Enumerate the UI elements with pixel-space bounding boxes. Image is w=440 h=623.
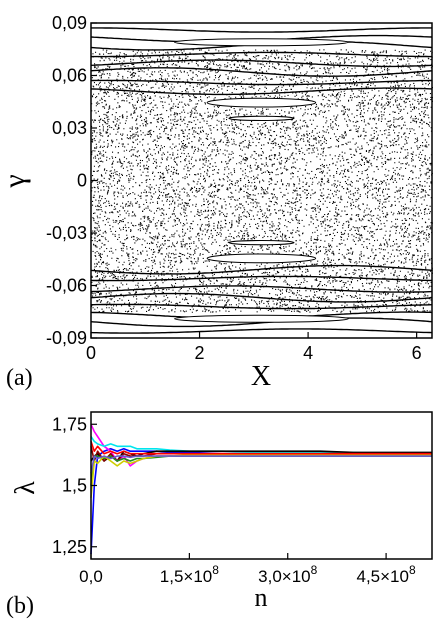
panel-a-tag: (a) <box>6 365 33 391</box>
regular-band-curve <box>91 51 432 58</box>
x-tick-label: 0 <box>86 343 96 363</box>
regular-band-curve <box>90 59 433 68</box>
regular-band-curve <box>90 317 433 328</box>
panel-a-x-ticks: 0 2 4 6 <box>86 332 422 363</box>
y-tick-label: 1,25 <box>52 537 87 557</box>
regular-band-curve <box>90 275 432 282</box>
y-tick-label: -0,06 <box>46 276 87 296</box>
panel-b: 0,0 1,5×108 3,0×108 4,5×108 1,75 1,5 1,25 n λ… <box>6 411 433 619</box>
y-tick-label: 0 <box>77 171 87 191</box>
series-line <box>90 455 432 474</box>
x-tick-label: 0,0 <box>79 567 103 586</box>
y-tick-label: -0,03 <box>46 223 87 243</box>
regular-band-curve <box>90 292 433 303</box>
regular-band-curve <box>90 67 433 77</box>
chaotic-sea-points <box>91 49 433 313</box>
island-chain-ellipse <box>228 240 295 246</box>
x-tick-label: 2 <box>195 343 205 363</box>
series-line <box>90 448 432 555</box>
regular-band-curve <box>90 87 433 96</box>
lyapunov-series <box>90 423 432 555</box>
island-chain-ellipse <box>174 314 349 323</box>
panel-b-y-label: λ <box>10 481 41 495</box>
series-line <box>90 454 432 498</box>
island-chain-ellipse <box>174 38 349 47</box>
panel-b-x-ticks: 0,0 1,5×108 3,0×108 4,5×108 <box>79 553 416 586</box>
x-tick-label: 3,0×108 <box>258 563 317 586</box>
y-tick-label: 0,03 <box>52 118 87 138</box>
regular-band-curve <box>91 79 432 86</box>
y-tick-label: 0,09 <box>52 13 87 33</box>
x-tick-label: 6 <box>412 343 422 363</box>
panel-a-y-ticks: 0,09 0,06 0,03 0 -0,03 -0,06 -0,09 <box>46 13 97 348</box>
regular-band-curve <box>90 285 433 293</box>
panel-b-y-ticks: 1,75 1,5 1,25 <box>52 414 97 557</box>
x-tick-label: 4 <box>303 343 313 363</box>
panel-a-frame <box>90 22 433 339</box>
regular-band-curve <box>90 328 433 334</box>
panel-b-tag: (b) <box>6 593 34 619</box>
y-tick-label: 1,5 <box>62 476 87 496</box>
y-tick-label: 0,06 <box>52 66 87 86</box>
x-tick-label: 1,5×108 <box>160 563 219 586</box>
panel-b-x-label: n <box>255 583 268 612</box>
x-tick-label: 4,5×108 <box>357 563 416 586</box>
island-chain-ellipse <box>206 253 317 264</box>
panel-a: 0 2 4 6 0,09 0,06 0,03 0 -0,03 -0,06 -0,09 X γ (a… <box>0 13 433 392</box>
island-chains <box>174 38 349 323</box>
series-line <box>90 436 432 455</box>
island-chain-ellipse <box>206 97 317 108</box>
y-tick-label: 1,75 <box>52 414 87 434</box>
panel-a-x-label: X <box>251 361 271 392</box>
panel-a-y-label: γ <box>0 174 31 188</box>
island-chain-ellipse <box>228 115 295 121</box>
panel-b-frame <box>90 411 433 560</box>
phase-space-points <box>90 27 433 334</box>
regular-band-curve <box>91 303 433 310</box>
regular-band-curve <box>90 264 433 275</box>
regular-band-curve <box>91 27 432 33</box>
y-tick-label: -0,09 <box>46 328 87 348</box>
series-line <box>90 441 432 455</box>
series-line <box>90 455 432 486</box>
